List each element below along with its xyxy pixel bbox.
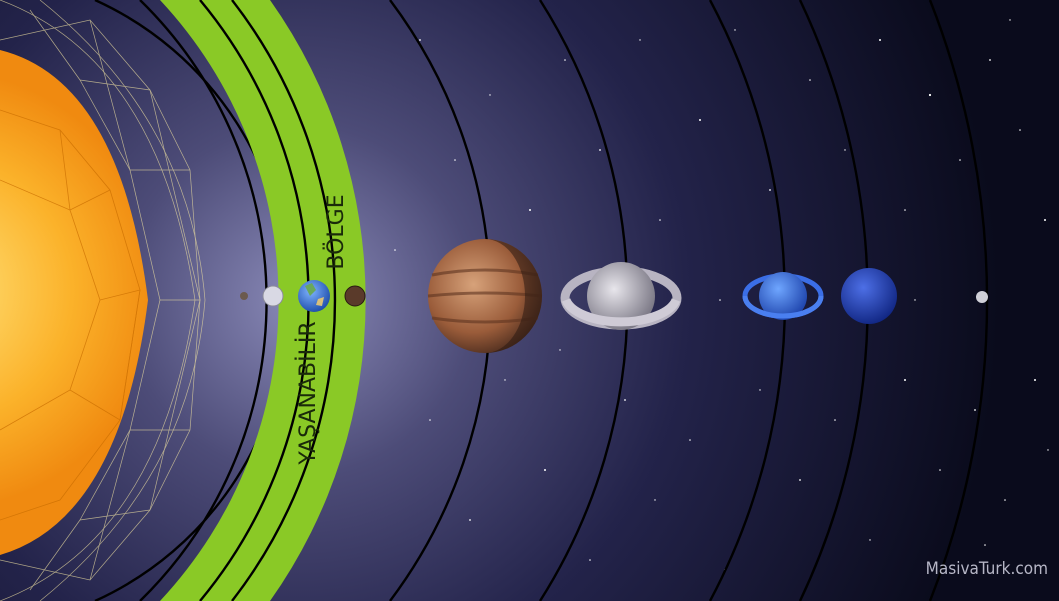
mars-icon	[344, 285, 366, 307]
watermark-text: MasivaTurk.com	[926, 559, 1048, 579]
sun-wireframe-corona	[0, 0, 206, 601]
neptune-icon	[841, 268, 897, 324]
habitable-zone-label-line1: BÖLGE	[323, 194, 349, 269]
habitable-zone-label-line2: YAŞANABİLİR	[295, 321, 321, 465]
jupiter-icon	[427, 239, 543, 353]
earth-icon	[298, 280, 330, 312]
saturn-icon	[560, 262, 682, 330]
venus-icon	[262, 285, 284, 307]
starfield	[394, 19, 1049, 571]
mercury-icon	[240, 292, 248, 300]
sun-icon	[0, 50, 148, 555]
uranus-icon	[742, 272, 824, 320]
pluto-icon	[976, 291, 988, 303]
